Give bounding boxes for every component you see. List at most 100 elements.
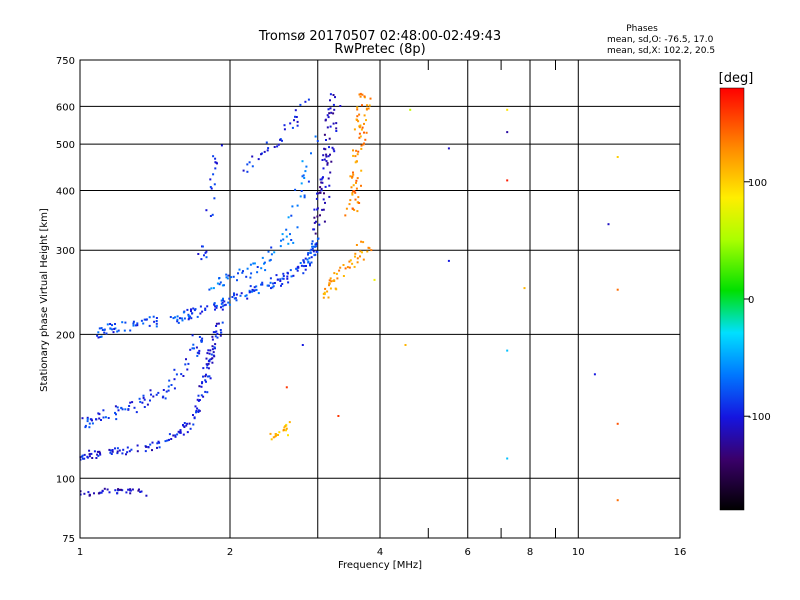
echo-point (233, 297, 236, 300)
echo-point (352, 149, 354, 152)
echo-point (168, 379, 171, 382)
echo-point (333, 108, 336, 111)
echo-point (309, 264, 311, 267)
echo-point (287, 216, 290, 219)
echo-point (331, 146, 334, 149)
echo-point (330, 280, 333, 283)
echo-point (267, 284, 270, 287)
echo-point (116, 492, 119, 495)
echo-point (209, 349, 212, 352)
echo-point (282, 238, 285, 241)
echo-point (126, 451, 129, 454)
echo-point (313, 221, 316, 224)
echo-point (322, 208, 325, 211)
echo-point (352, 154, 355, 157)
echo-point (303, 177, 306, 179)
echo-point (323, 220, 326, 223)
echo-point (204, 390, 207, 393)
echo-point (179, 431, 182, 434)
echo-point (355, 187, 358, 190)
echo-point (142, 394, 145, 397)
echo-point (275, 274, 278, 277)
echo-point (207, 367, 210, 370)
echo-point (335, 122, 338, 125)
echo-point (201, 245, 204, 248)
echo-point (88, 426, 91, 429)
echo-point (328, 137, 331, 140)
echo-point (350, 186, 353, 189)
echo-point (285, 386, 288, 389)
echo-point (296, 266, 299, 269)
echo-point (135, 411, 138, 414)
stats-x: mean, sd,X: 102.2, 20.5 (607, 46, 715, 56)
echo-point (186, 308, 189, 311)
echo-point (130, 448, 133, 451)
echo-point (138, 488, 140, 491)
echo-point (97, 492, 100, 495)
echo-point (174, 434, 177, 437)
echo-point (361, 104, 363, 107)
echo-point (329, 153, 331, 156)
echo-point (100, 419, 102, 421)
echo-point (356, 115, 359, 118)
echo-point (287, 434, 289, 437)
echo-point (132, 324, 135, 327)
echo-point (253, 262, 256, 265)
echo-point (177, 321, 180, 324)
echo-point (349, 259, 352, 262)
echo-point (316, 215, 319, 218)
plot-frame (79, 59, 681, 539)
echo-point (241, 271, 244, 274)
echo-point (315, 243, 318, 246)
echo-point (322, 296, 325, 299)
echo-point (352, 184, 355, 187)
echo-point (242, 270, 244, 273)
echo-point (214, 343, 217, 346)
echo-point (272, 436, 275, 439)
echo-point (323, 192, 325, 195)
echo-point (321, 181, 324, 184)
echo-point (216, 336, 219, 339)
echo-point (356, 177, 359, 180)
echo-point (218, 277, 221, 279)
echo-point (210, 187, 213, 190)
echo-point (120, 488, 123, 491)
echo-point (296, 124, 299, 127)
echo-point (140, 490, 143, 493)
echo-point (369, 97, 372, 100)
echo-point (316, 207, 319, 210)
echo-point (232, 275, 235, 278)
echo-point (141, 401, 144, 404)
grid (80, 60, 680, 538)
echo-point (215, 330, 218, 333)
echo-point (332, 148, 335, 151)
echo-point (175, 373, 178, 376)
echo-point (266, 149, 269, 152)
echo-point (246, 163, 249, 166)
echo-point (105, 332, 108, 335)
echo-point (358, 126, 361, 129)
echo-point (269, 432, 272, 435)
echo-point (332, 94, 335, 96)
echo-point (326, 290, 329, 293)
echo-point (206, 366, 209, 369)
echo-point (233, 294, 235, 297)
echo-point (108, 448, 111, 451)
echo-point (110, 453, 113, 455)
echo-point (351, 193, 354, 196)
x-axis-label: Frequency [MHz] (338, 560, 422, 571)
echo-point (356, 108, 359, 111)
echo-point (357, 120, 360, 123)
echo-point (216, 282, 219, 285)
echo-point (169, 316, 172, 318)
echo-point (217, 322, 220, 325)
y-tick-label: 200 (56, 330, 75, 341)
echo-point (344, 267, 347, 270)
echo-point (191, 312, 194, 315)
echo-point (206, 352, 209, 355)
echo-point (312, 250, 315, 253)
echo-point (185, 424, 188, 427)
echo-point (149, 399, 151, 402)
echo-point (190, 308, 192, 311)
echo-point (188, 317, 191, 320)
